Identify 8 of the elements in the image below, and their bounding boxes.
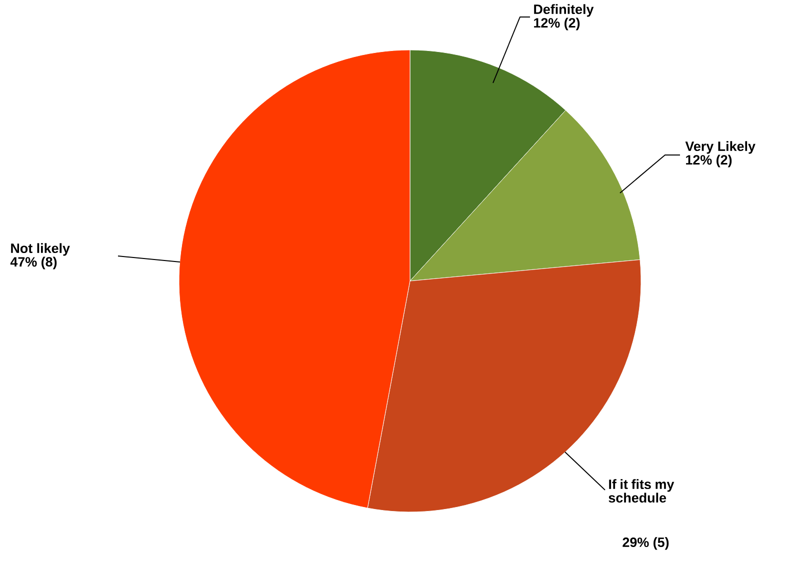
slice-label: Not likely: [11, 243, 70, 256]
data-label: 47% (8): [10, 256, 57, 270]
data-label: 12% (2): [686, 154, 732, 168]
data-label: 29% (5): [622, 537, 669, 550]
data-label: 12% (2): [534, 18, 580, 30]
slice-label: If it fits my schedule: [608, 479, 674, 503]
slice-label: Definitely: [534, 4, 594, 17]
slice-label: Very Likely: [685, 141, 756, 154]
